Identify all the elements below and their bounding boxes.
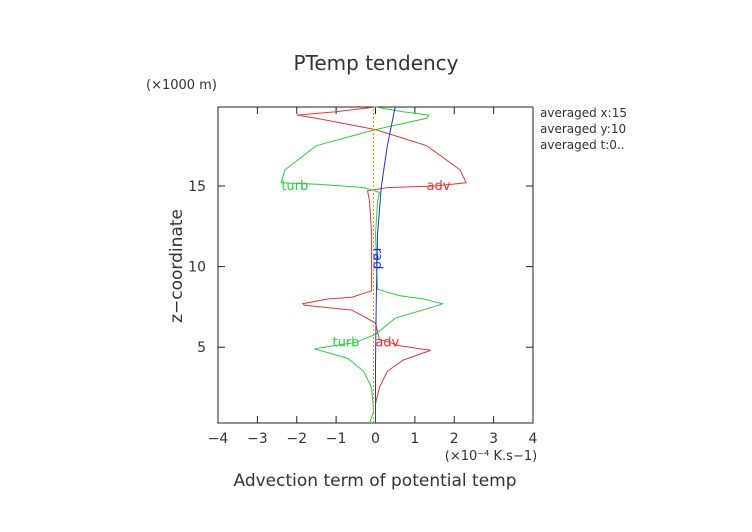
x-tick-label: −2 [286,431,307,447]
x-tick-label: 0 [371,431,380,447]
y-tick-label: 5 [197,340,206,356]
x-tick-label: −3 [247,431,268,447]
curve-label-turb: turb [281,179,308,194]
series-group [280,106,467,424]
x-tick-label: 1 [410,431,419,447]
x-tick-label: 4 [529,431,538,447]
x-unit-label: (×10⁻⁴ K.s−1) [445,449,537,464]
annotation-t: averaged t:0.. [540,138,625,152]
curve-label-adv: adv [375,335,399,350]
x-axis-label: Advection term of potential temp [233,471,516,491]
x-tick-label: −4 [208,431,229,447]
x-tick-label: 3 [489,431,498,447]
x-tick-label: 2 [450,431,459,447]
annotation-x: averaged x:15 [540,106,627,120]
y-tick-label: 15 [188,179,206,195]
annotation-y: averaged y:10 [540,122,626,136]
x-tick-label: −1 [326,431,347,447]
series-line-adv [296,106,467,423]
chart-title: PTemp tendency [293,51,458,75]
y-unit-label: (×1000 m) [146,78,217,93]
curve-label-rad: rad [369,248,384,270]
y-tick-label: 10 [188,260,206,276]
axis-ticks: −4 −3 −2 −1 0 1 2 3 4 5 10 15 [188,107,538,447]
series-line-rad [375,106,396,423]
curve-label-adv: adv [427,179,451,194]
curve-label-turb: turb [333,335,360,350]
series-line-turb [280,106,445,424]
y-axis-label: z−coordinate [167,209,187,323]
